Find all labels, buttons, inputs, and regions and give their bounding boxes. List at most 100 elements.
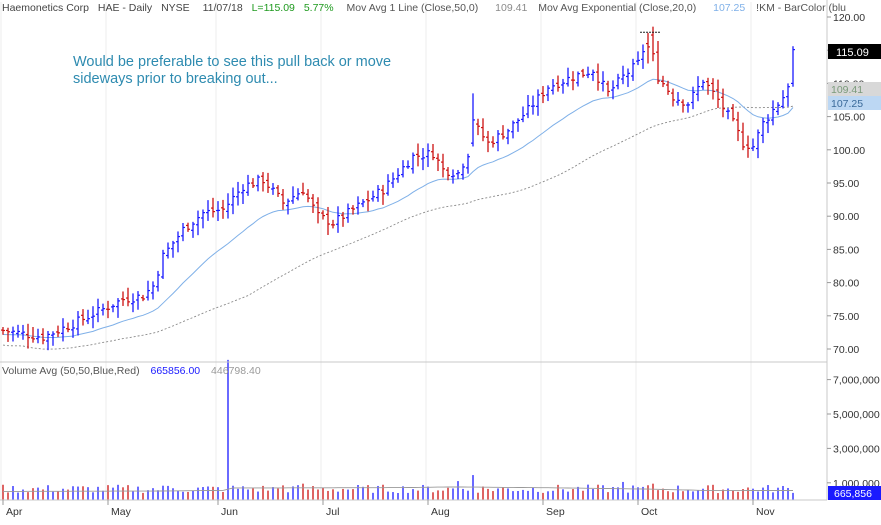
price-bar <box>686 102 690 113</box>
price-bar <box>691 86 695 110</box>
price-bar <box>101 303 105 316</box>
price-bar <box>726 108 730 120</box>
ma1-badge-text: 109.41 <box>831 84 863 96</box>
month-tick-label: Apr <box>6 506 23 518</box>
price-bar <box>786 83 790 107</box>
price-bar <box>96 298 100 323</box>
price-bar <box>161 249 165 279</box>
price-bar <box>756 129 760 159</box>
price-bar <box>776 102 780 116</box>
price-bar <box>696 76 700 102</box>
price-bar <box>156 270 160 292</box>
price-bar <box>456 169 460 179</box>
price-bar <box>171 240 175 258</box>
price-bar <box>656 40 660 85</box>
price-bar <box>26 323 30 349</box>
price-bar <box>501 125 505 140</box>
price-bar <box>761 117 765 144</box>
price-bar <box>491 136 495 148</box>
price-bar <box>276 185 280 197</box>
price-bar <box>131 293 135 313</box>
price-bar <box>571 71 575 91</box>
price-bar <box>291 186 295 204</box>
last-price-badge: 115.09 <box>828 44 881 59</box>
price-bar <box>226 193 230 219</box>
price-bar <box>6 327 10 342</box>
price-bar <box>371 190 375 202</box>
month-tick-label: Oct <box>641 506 657 518</box>
ma2-legend-value: 107.25 <box>713 2 745 14</box>
price-bar <box>681 99 685 113</box>
ma2-legend: Mov Avg Exponential (Close,20,0) <box>538 2 696 14</box>
price-bar <box>106 300 110 319</box>
price-bar <box>701 79 705 90</box>
exchange-label: NYSE <box>161 2 190 14</box>
price-bar <box>586 66 590 79</box>
price-bar <box>561 78 565 94</box>
price-bar <box>391 172 395 188</box>
price-bar <box>176 231 180 253</box>
price-bar <box>86 309 90 325</box>
price-bar <box>611 80 615 100</box>
price-bar <box>361 199 365 208</box>
volume-legend: Volume Avg (50,50,Blue,Red) <box>2 365 140 377</box>
price-bar <box>481 118 485 142</box>
price-bar <box>141 294 145 302</box>
price-bar <box>766 114 770 134</box>
price-bar <box>21 324 25 340</box>
price-bar <box>506 128 510 145</box>
annotation-line-2: sideways prior to breaking out... <box>73 71 278 87</box>
price-bar <box>421 148 425 171</box>
price-bar <box>781 90 785 109</box>
month-tick-label: Jul <box>326 506 339 518</box>
price-bar <box>261 172 265 192</box>
chart-header: Haemonetics Corp HAE - Daily NYSE 11/07/… <box>2 2 846 14</box>
price-bars <box>1 26 795 351</box>
price-bar <box>61 318 65 342</box>
price-bar <box>626 68 630 88</box>
price-bar <box>536 89 540 116</box>
price-tick-label: 120.00 <box>833 12 865 24</box>
volume-badge: 665,856 <box>828 486 881 500</box>
price-bar <box>121 291 125 306</box>
price-bar <box>516 118 520 132</box>
price-bar <box>411 152 415 174</box>
month-tick-label: May <box>111 506 132 518</box>
symbol-name: Haemonetics Corp <box>2 2 89 14</box>
price-bar <box>126 287 130 307</box>
price-bar <box>556 75 560 92</box>
price-bar <box>641 44 645 69</box>
price-bar <box>251 178 255 188</box>
price-bar <box>241 184 245 205</box>
price-bar <box>596 63 600 91</box>
price-bar <box>676 92 680 106</box>
price-tick-label: 80.00 <box>833 278 859 290</box>
price-bar <box>166 242 170 259</box>
volume-bars <box>2 359 794 500</box>
price-bar <box>1 327 5 335</box>
price-bar <box>91 306 95 329</box>
price-bar <box>386 174 390 196</box>
price-bar <box>116 298 120 318</box>
price-bar <box>136 291 140 310</box>
price-bar <box>11 326 15 342</box>
volume-tick-label: 3,000,000 <box>833 443 880 455</box>
price-bar <box>621 65 625 85</box>
price-bar <box>321 210 325 220</box>
price-bar <box>286 198 290 215</box>
price-bar <box>441 153 445 178</box>
last-price-label: L=115.09 <box>252 2 295 14</box>
price-bar <box>771 100 775 126</box>
price-bar <box>186 222 190 232</box>
price-bar <box>396 168 400 183</box>
price-bar <box>181 222 185 242</box>
price-bar <box>346 203 350 223</box>
price-bar <box>451 169 455 184</box>
price-bar <box>326 206 330 235</box>
price-bar <box>736 111 740 142</box>
barcolor-legend: !KM - BarColor (blu <box>756 2 846 14</box>
price-bar <box>201 209 205 229</box>
price-bar <box>486 130 490 153</box>
price-bar <box>631 58 635 81</box>
